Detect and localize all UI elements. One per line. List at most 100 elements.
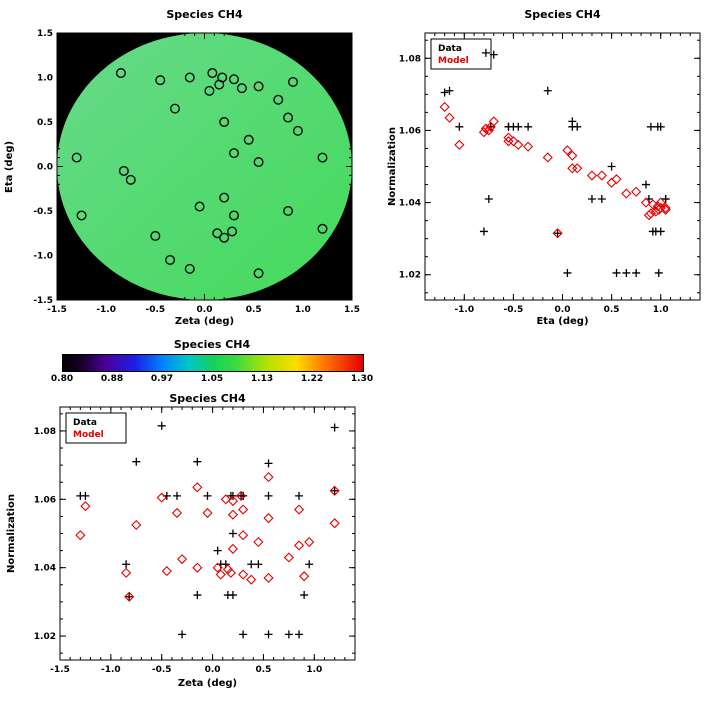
data-plus-marker [81,491,90,500]
data-plus-marker [254,560,263,569]
data-plus-marker [514,122,523,131]
plot-frame [424,32,701,301]
model-diamond-marker [227,543,239,554]
model-diamond-marker [444,112,455,123]
x-tick-label: 1.0 [653,305,669,315]
model-diamond-marker [606,177,617,188]
data-plus-marker [568,117,577,126]
tick-labels: -1.5 -1.0 -0.5 0.0 0.5 1.0 1.5 -1.5 -1.0 -0.5 0.0 0… [33,29,360,315]
y-tick-label: 1.08 [34,427,56,437]
data-plus-marker [295,491,304,500]
y-tick-label: 0.5 [37,118,53,128]
model-disk [57,33,352,300]
model-diamond-marker [650,206,661,217]
legend-label-model: Model [438,56,469,66]
norm-vs-eta-x-axis-label: Eta (deg) [536,316,589,327]
x-tick-label: 1.0 [306,665,322,675]
data-plus-marker [213,546,222,555]
data-plus-marker [597,194,606,203]
model-diamond-marker [542,152,553,163]
data-plus-marker [484,194,493,203]
model-diamond-marker [75,530,86,541]
sources-circle-marker [228,148,239,159]
sources-circle-marker [219,232,230,243]
sources-circle-marker [155,75,166,86]
sources-circle-marker [212,228,223,239]
model-diamond-marker [212,562,223,573]
model-diamond-marker [596,170,607,181]
sources-circle-marker [184,263,195,274]
y-tick-label: 1.06 [34,495,56,505]
model-diamond-marker [621,188,632,199]
data-plus-marker [264,630,273,639]
x-tick-label: 0.0 [205,665,221,675]
data-plus-marker [607,162,616,171]
sources-circle-marker [150,230,161,241]
model-diamond-marker [660,202,671,214]
sources-circle-marker [283,112,294,123]
legend-box [65,412,127,444]
data-plus-marker [489,50,498,59]
sources-circle-marker [219,192,230,203]
colorbar-tick-label: 0.97 [150,374,174,384]
y-tick-label: 1.06 [399,126,421,136]
model-diamond-marker [513,139,524,150]
model-diamond-marker [503,132,514,143]
colorbar-tick-label: 1.30 [350,374,374,384]
model-diamond-marker [156,492,167,503]
model-diamond-marker [652,201,663,212]
sources-circle-marker [217,72,228,83]
sources-circle-marker [184,72,195,83]
model-diamond-marker [235,490,247,501]
model-diamond-marker [488,116,499,127]
model-diamond-marker [329,485,340,496]
data-plus-marker [524,122,533,131]
x-tick-label: 0.5 [255,665,271,675]
sources-circle-marker [273,94,284,105]
model-diamond-marker [304,536,315,548]
sky-map-plot: -1.5 -1.0 -0.5 0.0 0.5 1.0 1.5 -1.5 -1.0 -0.5 0.0 0… [0,0,370,342]
y-tick-label: -0.5 [33,207,53,217]
data-plus-marker [646,122,655,131]
data-plus-marker [632,268,641,277]
model-diamond-marker [572,163,583,174]
data-plus-marker [228,591,237,600]
data-plus-marker [481,48,490,57]
sources-circle-marker [118,165,129,176]
sources-circle-marker [283,205,294,216]
sources-circle-marker [204,85,215,96]
data-plus-marker [641,180,650,189]
data-plus-marker [440,88,449,97]
x-tick-label: -1.5 [50,665,70,675]
data-plus-marker [543,86,552,95]
data-plus-marker [157,421,166,430]
data-plus-marker [247,560,256,569]
norm_vs_zeta-canvas: -1.5 -1.0 -0.5 0.0 0.5 1.0 1.02 1.04 1.06 1.08 Dat… [34,406,356,675]
model-diamond-marker [631,186,642,197]
sources-circle-marker [219,116,230,127]
x-tick-label: -0.5 [145,305,165,315]
model-diamond-marker [263,472,274,483]
sources-circle-marker [165,254,176,265]
model-diamond-marker [567,163,578,174]
colorbar-title: Species CH4 [173,338,251,351]
sources-circle-marker [76,210,87,221]
model-diamond-marker [263,513,274,524]
colorbar-gradient [62,354,364,372]
x-tick-label: 0.0 [555,305,571,315]
x-tick-label: 1.5 [344,305,360,315]
model-diamond-marker [238,530,249,541]
y-tick-label: 1.02 [34,632,56,642]
legend-label-data: Data [438,44,462,54]
model-diamond-marker [660,204,671,215]
y-tick-label: -1.0 [33,252,53,262]
sources-circle-marker [125,174,136,185]
model-diamond-marker [124,591,135,602]
model-diamond-marker [227,495,239,507]
model-diamond-marker [454,139,465,150]
norm-vs-eta-plot: -1.0 -0.5 0.0 0.5 1.0 1.02 1.04 1.06 1.08 Data Mod… [385,0,720,342]
sources-circle-marker [115,68,126,79]
model-diamond-marker [640,197,652,208]
data-plus-marker [330,423,339,432]
